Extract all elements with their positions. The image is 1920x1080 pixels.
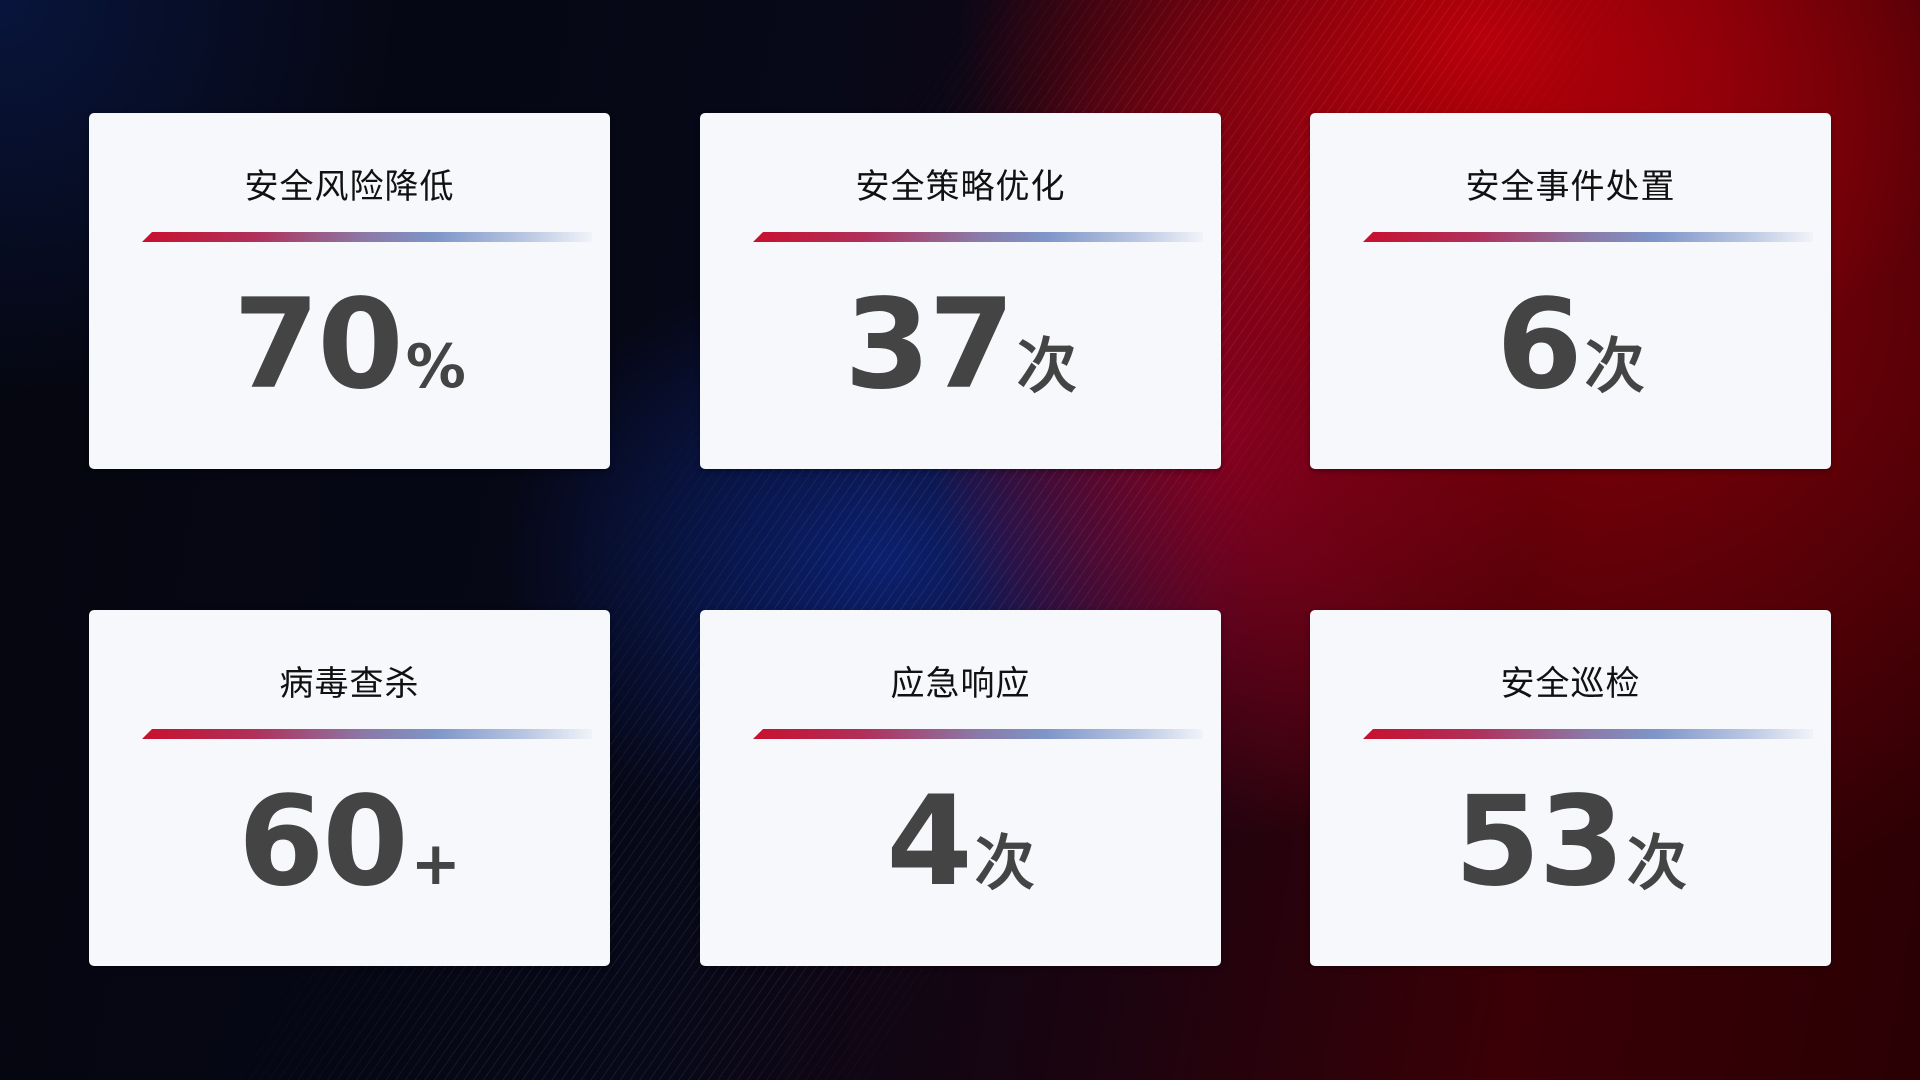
value-number: 6 [1496,273,1582,417]
value-number: 4 [886,770,972,914]
value-number: 53 [1454,770,1625,914]
gradient-divider [753,729,1203,739]
card-value: 4次 [700,770,1221,914]
stat-card-incident-handling: 安全事件处置 6次 [1310,113,1831,469]
card-value: 53次 [1310,770,1831,914]
card-title: 应急响应 [890,664,1031,704]
value-unit: + [410,829,461,899]
value-unit: 次 [1626,829,1687,899]
value-unit: 次 [974,829,1035,899]
stat-card-security-patrol: 安全巡检 53次 [1310,610,1831,966]
gradient-divider [753,232,1203,242]
value-unit: 次 [1584,332,1645,402]
gradient-divider [1363,729,1813,739]
card-value: 70% [89,273,610,417]
stat-card-risk-reduction: 安全风险降低 70% [89,113,610,469]
card-value: 37次 [700,273,1221,417]
card-value: 6次 [1310,273,1831,417]
gradient-divider [1363,232,1813,242]
card-title: 安全事件处置 [1465,167,1676,207]
gradient-divider [142,729,592,739]
value-number: 37 [844,273,1015,417]
gradient-divider [142,232,592,242]
card-title: 病毒查杀 [279,664,420,704]
stat-card-policy-optimization: 安全策略优化 37次 [700,113,1221,469]
stat-card-virus-removal: 病毒查杀 60+ [89,610,610,966]
card-title: 安全巡检 [1500,664,1641,704]
value-number: 70 [233,273,404,417]
value-unit: 次 [1016,332,1077,402]
value-number: 60 [238,770,409,914]
value-unit: % [405,332,466,402]
card-value: 60+ [89,770,610,914]
card-title: 安全策略优化 [855,167,1066,207]
stat-card-emergency-response: 应急响应 4次 [700,610,1221,966]
card-title: 安全风险降低 [244,167,455,207]
